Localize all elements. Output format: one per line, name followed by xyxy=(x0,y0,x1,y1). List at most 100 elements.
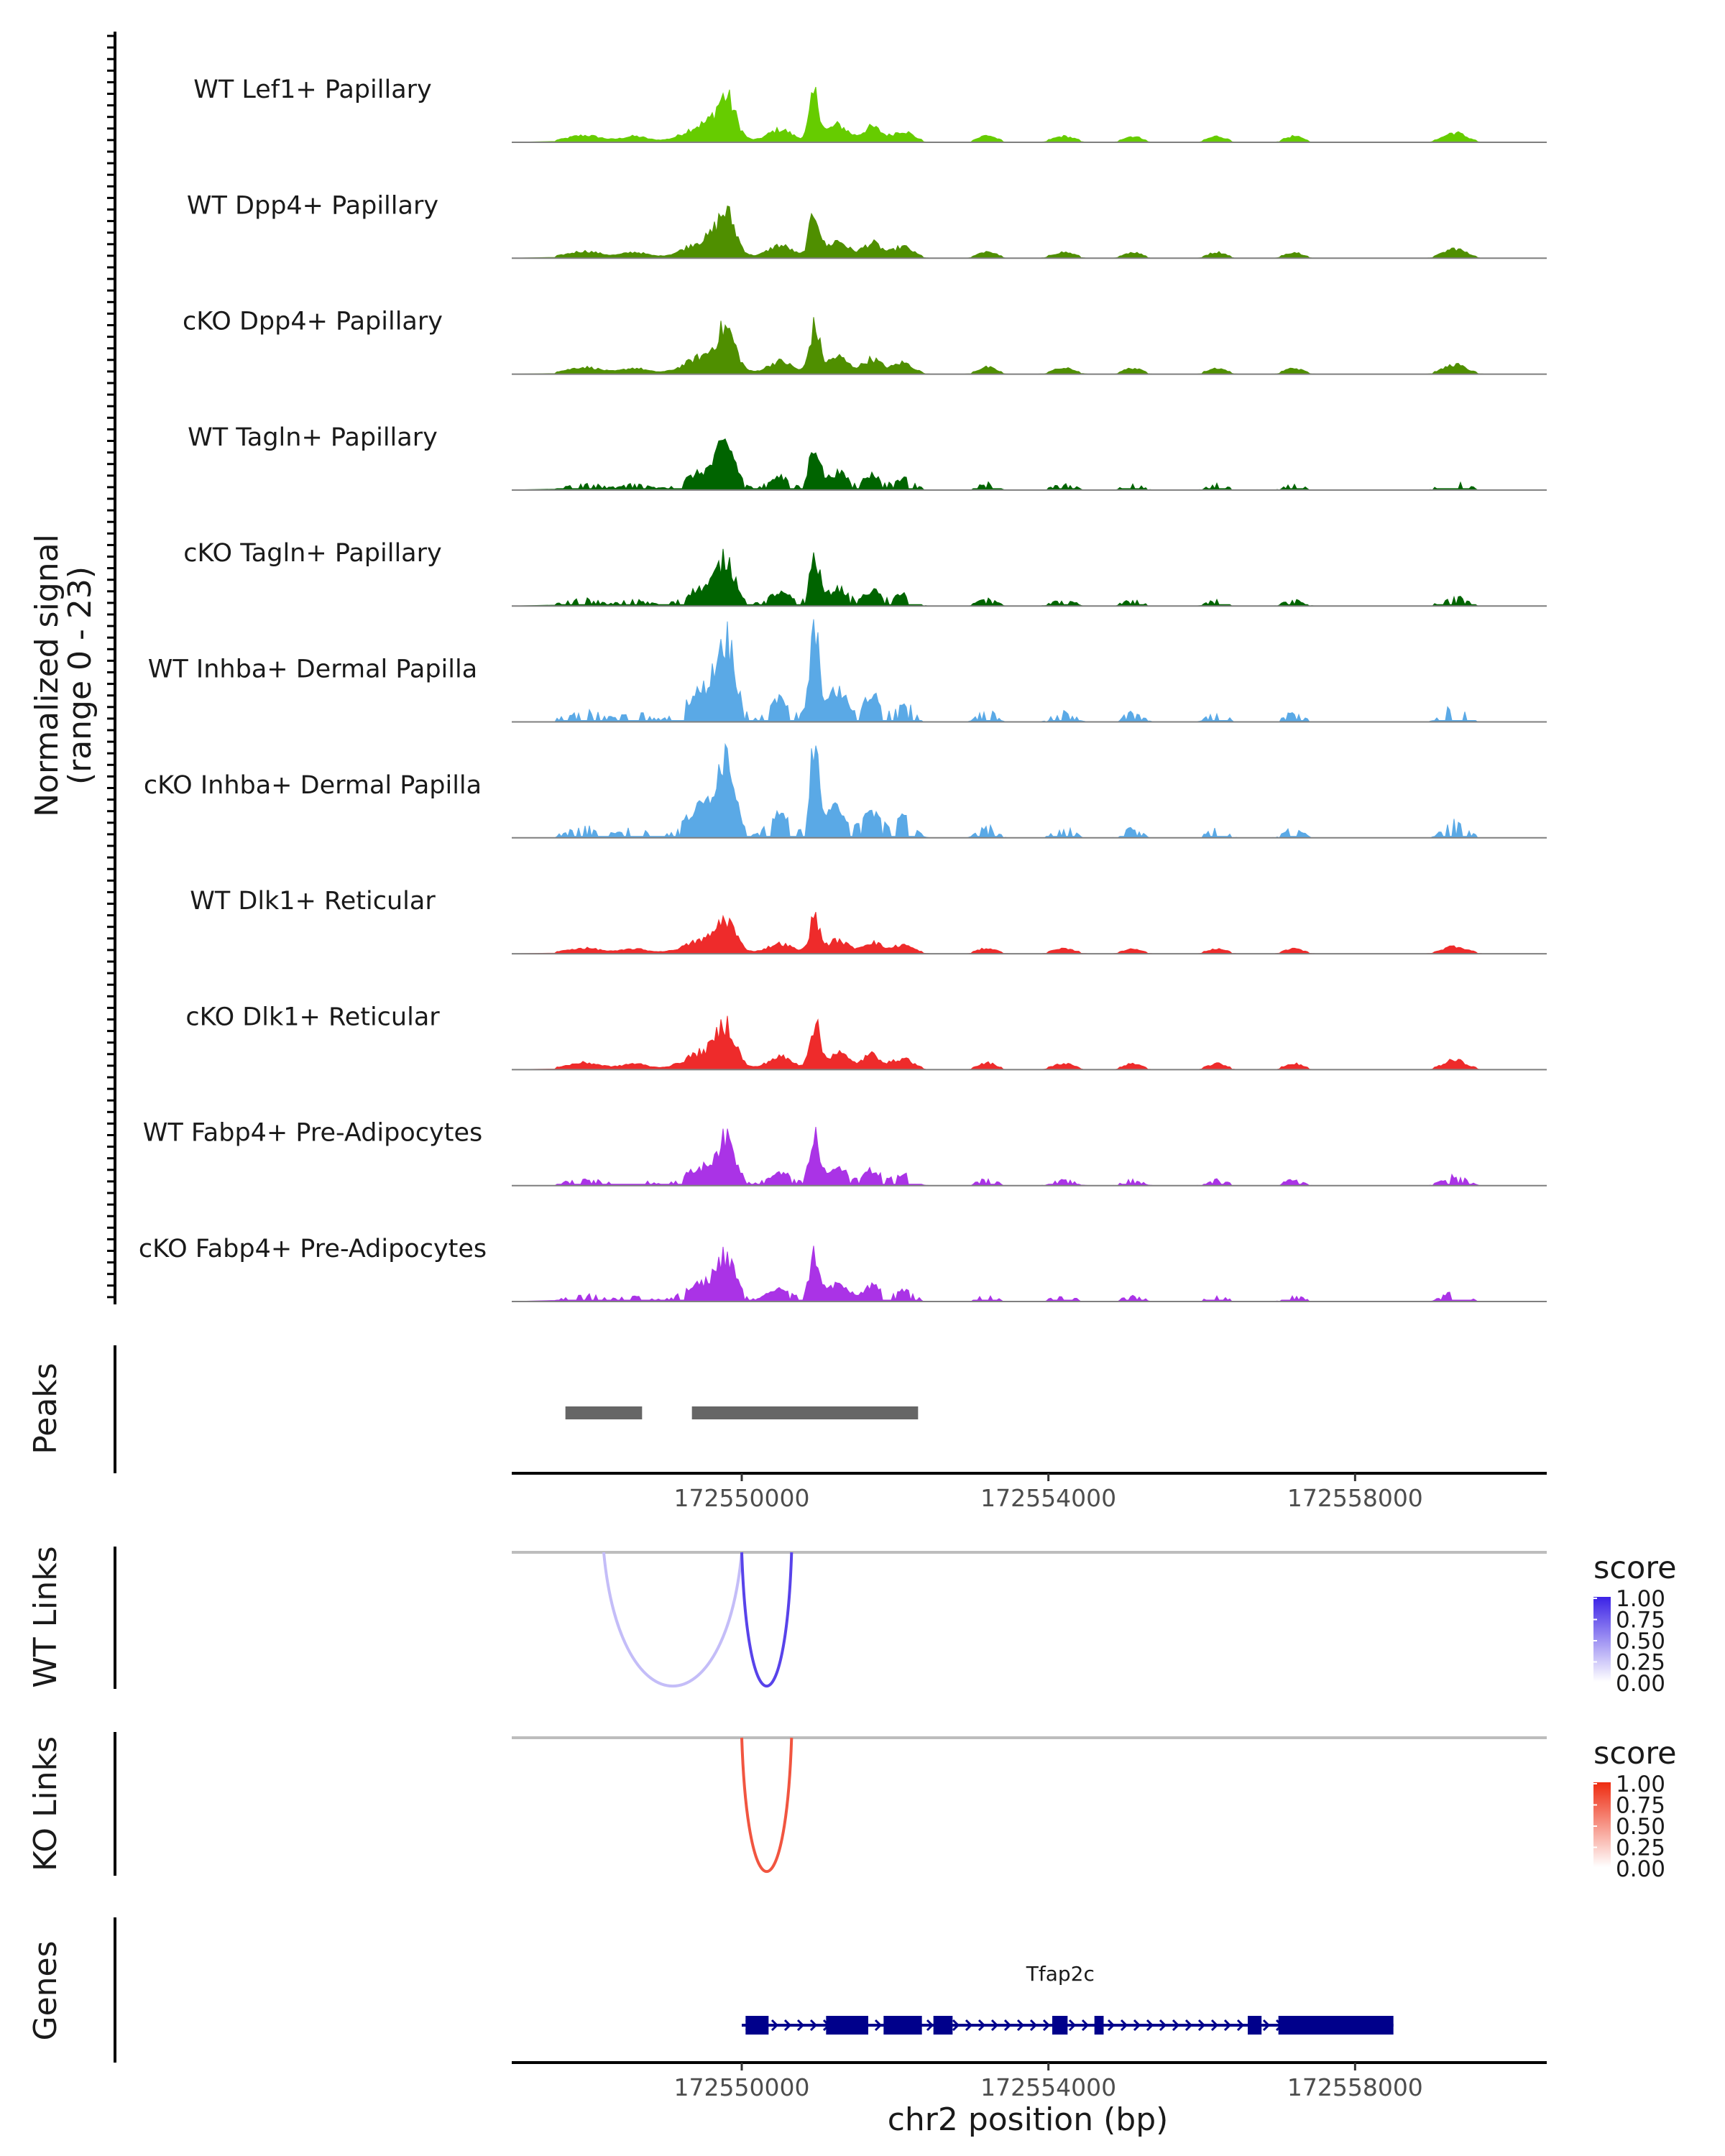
genes-x-axis-ticks: 172550000 172554000 172558000 xyxy=(674,2063,1423,2101)
gene-strand-arrow xyxy=(1184,2019,1193,2032)
ko-links-legend: score 1.000.750.500.250.00 xyxy=(1593,1736,1677,1882)
peaks-panel: Peaks 172550000 172554000 172558000 xyxy=(27,1345,1547,1512)
coverage-track: WT Dlk1+ Reticular xyxy=(190,887,1547,955)
legend-tick-label: 0.50 xyxy=(1616,1814,1665,1840)
gene-model xyxy=(742,2016,1394,2035)
peak-regions xyxy=(565,1406,919,1419)
gene-exon xyxy=(745,2016,769,2035)
coverage-signal-area xyxy=(512,1126,1496,1187)
wt-links-legend: score 1.000.750.500.250.00 xyxy=(1593,1550,1677,1697)
gene-strand-arrow xyxy=(809,2019,818,2032)
legend-tick-label: 0.25 xyxy=(1616,1650,1665,1676)
coverage-panel: Normalized signal (range 0 - 23) WT Lef1… xyxy=(29,32,1547,1304)
gene-strand-arrow xyxy=(926,2019,934,2032)
genes-panel-title: Genes xyxy=(27,1940,64,2040)
coverage-signal-area xyxy=(511,911,1496,954)
peaks-panel-title: Peaks xyxy=(27,1363,64,1454)
coverage-track-label: WT Tagln+ Papillary xyxy=(188,423,438,452)
peaks-x-axis-ticks: 172550000 172554000 172558000 xyxy=(674,1473,1423,1512)
coverage-signal-area xyxy=(511,317,1496,375)
gene-strand-arrow xyxy=(874,2019,883,2032)
gene-name-label: Tfap2c xyxy=(1026,1962,1095,1986)
link-arc xyxy=(602,1552,743,1688)
legend-tick-label: 0.00 xyxy=(1616,1856,1665,1882)
gene-strand-arrow xyxy=(1068,2019,1077,2032)
peaks-x-axis-tick-label: 172550000 xyxy=(674,1484,810,1512)
wt-legend-title: score xyxy=(1593,1550,1677,1586)
coverage-y-axis-title: Normalized signal xyxy=(29,534,65,817)
link-arc xyxy=(740,1552,794,1688)
coverage-track-label: WT Inhba+ Dermal Papilla xyxy=(148,655,477,684)
gene-strand-arrow xyxy=(1159,2019,1167,2032)
wt-link-arcs xyxy=(602,1552,794,1688)
coverage-signal-area xyxy=(511,438,1496,491)
coverage-signal-area xyxy=(511,1245,1496,1302)
gene-strand-arrow xyxy=(1172,2019,1180,2032)
gene-strand-arrow xyxy=(770,2019,779,2032)
coverage-track-label: WT Dpp4+ Papillary xyxy=(187,191,438,220)
gene-strand-arrow xyxy=(1262,2019,1271,2032)
coverage-track: WT Inhba+ Dermal Papilla xyxy=(148,619,1547,723)
coverage-y-axis-range: (range 0 - 23) xyxy=(62,566,98,785)
gene-strand-arrow xyxy=(1042,2019,1051,2032)
legend-tick-label: 0.75 xyxy=(1616,1608,1665,1634)
coverage-signal-area xyxy=(512,619,1496,723)
gene-strand-arrow xyxy=(965,2019,973,2032)
coverage-signal-area xyxy=(512,742,1496,839)
coverage-track: cKO Tagln+ Papillary xyxy=(183,539,1547,607)
legend-tick-label: 0.00 xyxy=(1616,1671,1665,1697)
legend-tick-label: 0.25 xyxy=(1616,1835,1665,1861)
coverage-track: cKO Inhba+ Dermal Papilla xyxy=(144,742,1547,839)
wt-legend-colorbar xyxy=(1593,1597,1611,1682)
legend-tick-label: 1.00 xyxy=(1616,1772,1665,1797)
coverage-track-label: cKO Inhba+ Dermal Papilla xyxy=(144,771,482,800)
coverage-signal-area xyxy=(511,206,1496,259)
coverage-track: WT Fabp4+ Pre-Adipocytes xyxy=(143,1119,1547,1187)
gene-strand-arrow xyxy=(1197,2019,1206,2032)
gene-exon xyxy=(883,2016,922,2035)
wt-legend-ticks: 1.000.750.500.250.00 xyxy=(1593,1586,1665,1697)
coverage-track: cKO Dpp4+ Papillary xyxy=(183,308,1547,375)
coverage-signal-area xyxy=(511,86,1496,143)
gene-strand-arrow xyxy=(1107,2019,1116,2032)
coverage-track-label: cKO Dpp4+ Papillary xyxy=(183,308,443,336)
peaks-x-axis-tick-label: 172558000 xyxy=(1287,1484,1423,1512)
legend-tick-label: 0.75 xyxy=(1616,1793,1665,1819)
gene-strand-arrow xyxy=(1133,2019,1141,2032)
gene-strand-arrow xyxy=(990,2019,999,2032)
genes-x-axis-tick-label: 172550000 xyxy=(674,2073,810,2101)
ko-legend-colorbar xyxy=(1593,1782,1611,1867)
ko-link-arcs xyxy=(740,1737,794,1874)
gene-strand-arrow xyxy=(1120,2019,1128,2032)
genes-x-axis-tick-label: 172554000 xyxy=(980,2073,1116,2101)
gene-strand-arrow xyxy=(783,2019,792,2032)
peaks-x-axis-tick-label: 172554000 xyxy=(980,1484,1116,1512)
coverage-track-label: cKO Dlk1+ Reticular xyxy=(185,1003,440,1031)
coverage-signal-area xyxy=(511,1015,1496,1070)
gene-strand-arrow xyxy=(1029,2019,1038,2032)
coverage-y-axis-ticks xyxy=(107,34,115,1299)
coverage-track-label: WT Lef1+ Papillary xyxy=(193,75,432,104)
coverage-track-label: WT Fabp4+ Pre-Adipocytes xyxy=(143,1119,482,1148)
gene-strand-arrow xyxy=(952,2019,960,2032)
coverage-tracks: WT Lef1+ Papillary WT Dpp4+ Papillary cKO … xyxy=(139,75,1547,1302)
genes-panel: Genes Tfap2c 172550000 172554000 172558000… xyxy=(27,1917,1547,2138)
gene-exon xyxy=(826,2016,868,2035)
coverage-track-label: cKO Fabp4+ Pre-Adipocytes xyxy=(139,1235,487,1263)
ko-legend-ticks: 1.000.750.500.250.00 xyxy=(1593,1772,1665,1882)
coverage-track: WT Tagln+ Papillary xyxy=(188,423,1547,491)
gene-exon xyxy=(1248,2016,1262,2035)
wt-links-panel-title: WT Links xyxy=(27,1546,64,1687)
x-axis-title: chr2 position (bp) xyxy=(888,2101,1169,2138)
ko-links-panel-title: KO Links xyxy=(27,1736,64,1871)
gene-strand-arrow xyxy=(1236,2019,1245,2032)
coverage-track-label: cKO Tagln+ Papillary xyxy=(183,539,442,568)
gene-strand-arrow xyxy=(1003,2019,1012,2032)
gene-strand-arrow xyxy=(978,2019,986,2032)
legend-tick-label: 1.00 xyxy=(1616,1586,1665,1612)
gene-strand-arrow xyxy=(1146,2019,1154,2032)
wt-links-panel: WT Links score 1.000.750.500.250.00 xyxy=(27,1546,1677,1697)
coverage-track: cKO Dlk1+ Reticular xyxy=(185,1003,1547,1071)
gene-exon xyxy=(1094,2016,1104,2035)
gene-exon xyxy=(933,2016,953,2035)
